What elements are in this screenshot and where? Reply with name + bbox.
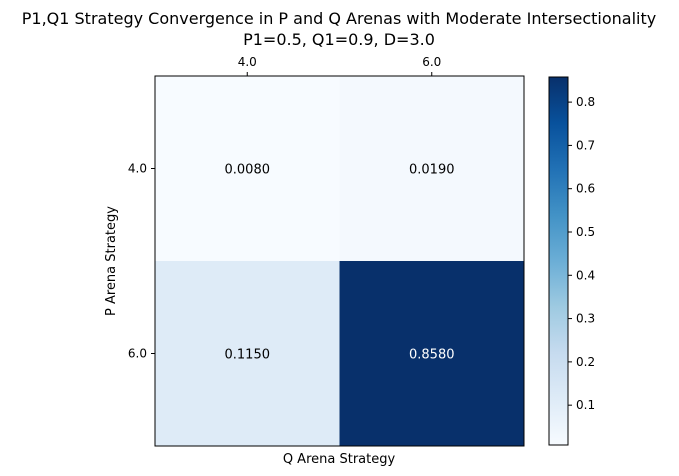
colorbar-tick-label: 0.7 <box>576 138 595 152</box>
colorbar-tick-label: 0.1 <box>576 398 595 412</box>
heatmap-cell <box>155 76 340 262</box>
y-tick-label: 4.0 <box>128 162 147 176</box>
x-tick-label: 6.0 <box>422 55 441 69</box>
x-axis-label: Q Arena Strategy <box>283 452 396 467</box>
colorbar-tick-label: 0.3 <box>576 312 595 326</box>
y-axis-label: P Arena Strategy <box>104 206 119 316</box>
colorbar-tick-label: 0.5 <box>576 225 595 239</box>
cell-value-label: 0.0190 <box>409 163 455 178</box>
cell-value-label: 0.0080 <box>225 163 271 178</box>
x-tick-label: 4.0 <box>238 55 257 69</box>
heatmap-cell <box>339 76 525 262</box>
heatmap-cell <box>339 261 525 447</box>
cell-value-label: 0.1150 <box>225 348 271 363</box>
plot-frame <box>154 75 525 447</box>
chart-title: P1,Q1 Strategy Convergence in P and Q Ar… <box>22 9 656 28</box>
cell-value-label: 0.8580 <box>409 348 455 363</box>
colorbar-tick-label: 0.4 <box>576 268 595 282</box>
heatmap-cell <box>155 261 340 447</box>
heatmap-cells <box>155 76 525 447</box>
y-axis-ticks: 4.0 6.0 <box>128 162 155 361</box>
colorbar-tick-label: 0.2 <box>576 355 595 369</box>
colorbar-tick-label: 0.8 <box>576 95 595 109</box>
heatmap-cell-labels: 0.0080 0.0190 0.1150 0.8580 <box>225 163 455 363</box>
y-tick-label: 6.0 <box>128 347 147 361</box>
colorbar <box>548 76 569 446</box>
colorbar-tick-label: 0.6 <box>576 182 595 196</box>
colorbar-ticks: 0.1 0.2 0.3 0.4 0.5 0.6 0.7 0.8 <box>568 95 595 412</box>
x-axis-ticks: 4.0 6.0 <box>238 55 441 76</box>
chart-subtitle: P1=0.5, Q1=0.9, D=3.0 <box>243 30 435 49</box>
